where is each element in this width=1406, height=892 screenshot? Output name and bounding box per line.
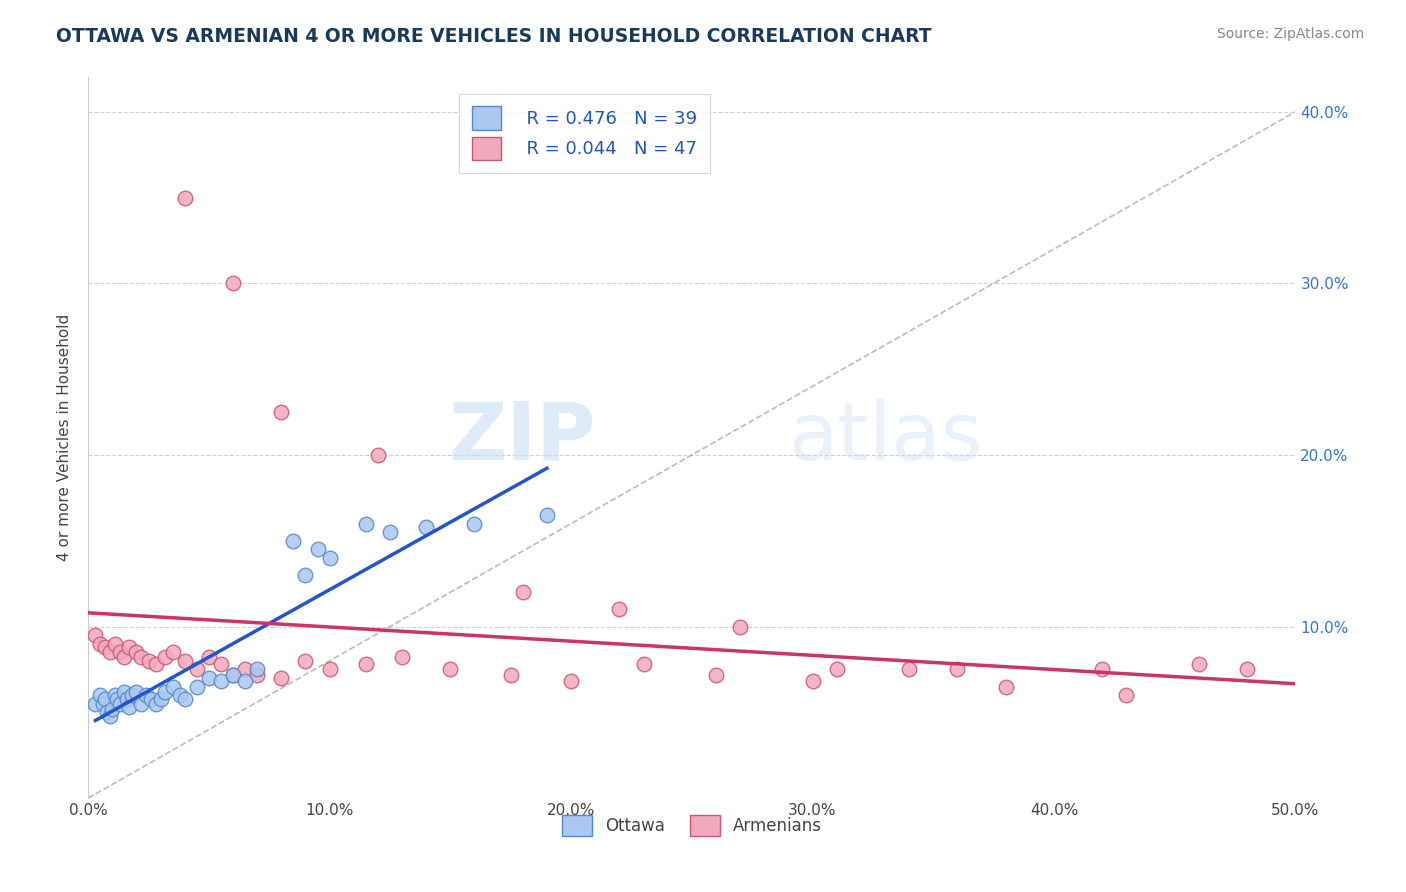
- Point: [439, 662, 461, 676]
- Point: [898, 662, 921, 676]
- Point: [270, 405, 292, 419]
- Point: [104, 637, 127, 651]
- Point: [294, 568, 316, 582]
- Point: [108, 645, 131, 659]
- Point: [609, 602, 631, 616]
- Point: [378, 525, 401, 540]
- Point: [135, 688, 157, 702]
- Point: [536, 508, 558, 522]
- Text: ZIP: ZIP: [449, 399, 595, 477]
- Point: [112, 650, 135, 665]
- Point: [233, 662, 256, 676]
- Point: [138, 654, 160, 668]
- Text: OTTAWA VS ARMENIAN 4 OR MORE VEHICLES IN HOUSEHOLD CORRELATION CHART: OTTAWA VS ARMENIAN 4 OR MORE VEHICLES IN…: [56, 27, 932, 45]
- Point: [1188, 657, 1211, 672]
- Point: [704, 667, 727, 681]
- Point: [222, 667, 245, 681]
- Point: [149, 691, 172, 706]
- Point: [1236, 662, 1258, 676]
- Point: [825, 662, 848, 676]
- Point: [186, 662, 208, 676]
- Text: Source: ZipAtlas.com: Source: ZipAtlas.com: [1216, 27, 1364, 41]
- Point: [198, 671, 221, 685]
- Point: [125, 685, 148, 699]
- Point: [162, 680, 184, 694]
- Point: [728, 619, 751, 633]
- Point: [391, 650, 413, 665]
- Point: [112, 685, 135, 699]
- Point: [1115, 688, 1137, 702]
- Point: [1091, 662, 1114, 676]
- Y-axis label: 4 or more Vehicles in Household: 4 or more Vehicles in Household: [58, 314, 72, 561]
- Point: [98, 708, 121, 723]
- Point: [94, 691, 117, 706]
- Point: [209, 674, 232, 689]
- Point: [198, 650, 221, 665]
- Point: [307, 542, 329, 557]
- Point: [145, 697, 167, 711]
- Point: [155, 685, 177, 699]
- Point: [118, 640, 141, 654]
- Point: [801, 674, 824, 689]
- Point: [105, 691, 128, 706]
- Point: [121, 688, 143, 702]
- Point: [108, 697, 131, 711]
- Point: [354, 657, 377, 672]
- Point: [84, 697, 107, 711]
- Point: [946, 662, 969, 676]
- Point: [98, 645, 121, 659]
- Point: [125, 645, 148, 659]
- Point: [89, 637, 111, 651]
- Point: [246, 667, 269, 681]
- Point: [318, 550, 340, 565]
- Point: [633, 657, 655, 672]
- Point: [129, 697, 152, 711]
- Point: [89, 688, 111, 702]
- Point: [173, 654, 195, 668]
- Point: [173, 691, 195, 706]
- Point: [162, 645, 184, 659]
- Point: [94, 640, 117, 654]
- Point: [367, 448, 389, 462]
- Point: [283, 533, 305, 548]
- Point: [186, 680, 208, 694]
- Point: [463, 516, 485, 531]
- Point: [155, 650, 177, 665]
- Point: [222, 277, 245, 291]
- Point: [173, 190, 195, 204]
- Point: [101, 702, 124, 716]
- Legend: Ottawa, Armenians: Ottawa, Armenians: [553, 807, 831, 844]
- Point: [115, 691, 138, 706]
- Point: [139, 691, 162, 706]
- Point: [209, 657, 232, 672]
- Point: [560, 674, 582, 689]
- Point: [318, 662, 340, 676]
- Point: [499, 667, 522, 681]
- Point: [233, 674, 256, 689]
- Point: [222, 667, 245, 681]
- Point: [118, 700, 141, 714]
- Point: [415, 520, 437, 534]
- Point: [145, 657, 167, 672]
- Point: [512, 585, 534, 599]
- Point: [84, 628, 107, 642]
- Point: [354, 516, 377, 531]
- Point: [96, 706, 118, 720]
- Text: atlas: atlas: [789, 399, 983, 477]
- Point: [104, 688, 127, 702]
- Point: [129, 650, 152, 665]
- Point: [294, 654, 316, 668]
- Point: [91, 697, 114, 711]
- Point: [169, 688, 191, 702]
- Point: [246, 662, 269, 676]
- Point: [270, 671, 292, 685]
- Point: [994, 680, 1017, 694]
